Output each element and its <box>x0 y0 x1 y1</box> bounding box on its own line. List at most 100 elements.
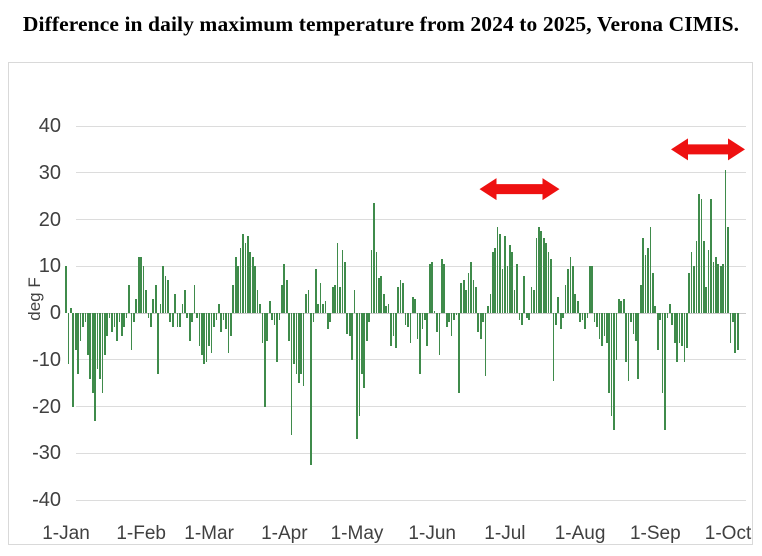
bar <box>142 266 145 314</box>
bar <box>414 299 417 313</box>
bar <box>404 313 407 325</box>
y-axis-tick-labels: 40 30 20 10 0 -10 -20 -30 -40 <box>9 63 752 544</box>
bar <box>491 252 494 313</box>
bar <box>630 313 632 323</box>
bar <box>186 313 189 318</box>
bar <box>479 313 482 339</box>
bar <box>559 313 562 330</box>
bar <box>382 294 385 313</box>
x-tick-label: 1-Sep <box>629 523 681 544</box>
bar <box>433 310 436 313</box>
bar <box>436 313 438 332</box>
bar <box>150 313 152 327</box>
bar <box>111 313 113 332</box>
gridline <box>76 499 746 501</box>
bar <box>685 313 688 349</box>
y-tick-label: 20 <box>38 208 61 231</box>
bar <box>133 313 135 323</box>
bar <box>361 313 363 374</box>
bar <box>353 289 356 313</box>
bar <box>513 289 516 313</box>
bar <box>598 313 601 339</box>
bar <box>700 198 703 313</box>
bar <box>118 313 121 323</box>
bar <box>707 249 710 313</box>
bar <box>276 313 278 363</box>
bar <box>162 266 164 314</box>
bar <box>516 263 518 313</box>
bar <box>678 313 681 344</box>
bar <box>489 294 492 313</box>
bar <box>724 170 727 313</box>
bar <box>101 313 104 393</box>
bar <box>310 313 312 465</box>
bar <box>690 252 693 313</box>
bar <box>603 313 606 337</box>
bar <box>154 284 157 313</box>
gridline <box>76 172 746 174</box>
bar <box>571 266 574 314</box>
bar <box>618 299 620 313</box>
bar <box>125 313 128 318</box>
bar <box>302 313 305 386</box>
bar <box>159 303 162 313</box>
bar <box>103 313 106 356</box>
bar <box>407 313 409 327</box>
bar <box>462 280 465 313</box>
bar <box>108 313 111 318</box>
bar <box>508 245 511 313</box>
bar <box>307 289 310 313</box>
bar <box>288 313 290 341</box>
bar <box>341 249 344 313</box>
bar <box>613 313 615 430</box>
bar <box>91 313 94 393</box>
bar <box>106 313 109 337</box>
bar <box>579 313 581 323</box>
bar <box>540 231 543 313</box>
bar <box>484 313 487 377</box>
x-axis-tick-labels: 1-Jan 1-Feb 1-Mar 1-Apr 1-May 1-Jun 1-Jul 1-Aug… <box>9 63 752 544</box>
bar <box>363 313 366 388</box>
bar <box>562 313 564 318</box>
bar <box>198 313 201 346</box>
chart-area: 40 30 20 10 0 -10 -20 -30 -40 deg F 1-Jan 1-Feb 1-… <box>8 62 753 545</box>
bar <box>581 313 584 320</box>
bar <box>441 259 443 313</box>
bar <box>385 306 387 313</box>
bar <box>542 238 545 313</box>
bar <box>135 299 138 313</box>
bar <box>576 301 579 313</box>
bar <box>285 280 288 313</box>
bar <box>222 313 225 320</box>
bar <box>84 313 87 323</box>
bar <box>176 313 179 327</box>
bar <box>130 313 133 351</box>
bar <box>365 313 368 341</box>
bar <box>295 313 298 374</box>
bar <box>74 313 77 351</box>
bar <box>266 313 269 341</box>
bar <box>499 233 501 313</box>
bar <box>140 256 143 313</box>
gridline <box>76 219 746 220</box>
x-tick-label: 1-Jun <box>408 523 456 544</box>
bar <box>569 256 572 313</box>
bar <box>188 313 191 341</box>
bar <box>460 282 463 313</box>
bar <box>424 313 426 320</box>
bar <box>661 313 664 393</box>
bar <box>82 313 84 327</box>
bar <box>387 303 390 313</box>
bar <box>664 313 666 430</box>
gridline <box>76 452 746 454</box>
bar <box>477 313 480 332</box>
bar <box>671 313 674 325</box>
bar <box>467 273 470 313</box>
bar <box>191 313 193 323</box>
bar <box>683 313 686 363</box>
bar <box>137 256 140 313</box>
bar <box>319 282 322 313</box>
bar <box>217 303 220 313</box>
bar <box>557 296 560 313</box>
